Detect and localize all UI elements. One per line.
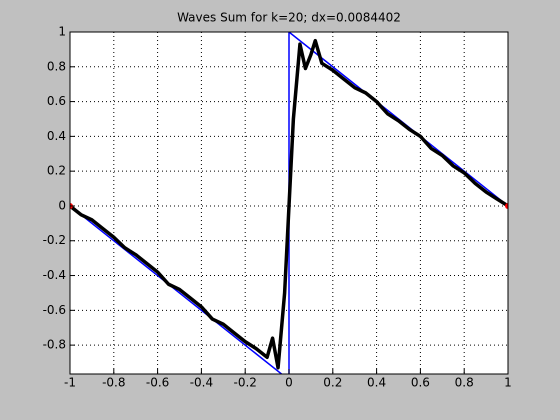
y-tick-label: 0.2	[47, 164, 66, 178]
series-line	[70, 38, 508, 370]
marker	[505, 202, 508, 209]
plot-area	[70, 32, 508, 374]
x-tick-label: 0.8	[455, 376, 474, 390]
y-tick-label: 1	[58, 25, 66, 39]
grid	[70, 32, 508, 374]
y-tick-label: 0	[58, 198, 66, 212]
x-tick-label: 0.2	[323, 376, 342, 390]
x-tick-label: 0	[285, 376, 293, 390]
y-tick-label: -0.8	[43, 338, 66, 352]
y-tick-label: -0.4	[43, 268, 66, 282]
y-tick-label: 0.4	[47, 129, 66, 143]
x-tick-label: 0.4	[367, 376, 386, 390]
y-tick-label: 0.6	[47, 94, 66, 108]
x-tick-label: -0.6	[146, 376, 169, 390]
x-tick-label: -1	[64, 376, 76, 390]
x-tick-label: -0.4	[190, 376, 213, 390]
y-tick-label: -0.2	[43, 233, 66, 247]
x-tick-label: 1	[504, 376, 512, 390]
chart-title: Waves Sum for k=20; dx=0.0084402	[177, 11, 401, 25]
y-tick-label: -0.6	[43, 303, 66, 317]
x-tick-label: -0.2	[233, 376, 256, 390]
x-tick-label: 0.6	[411, 376, 430, 390]
x-tick-label: -0.8	[102, 376, 125, 390]
y-tick-label: 0.8	[47, 59, 66, 73]
